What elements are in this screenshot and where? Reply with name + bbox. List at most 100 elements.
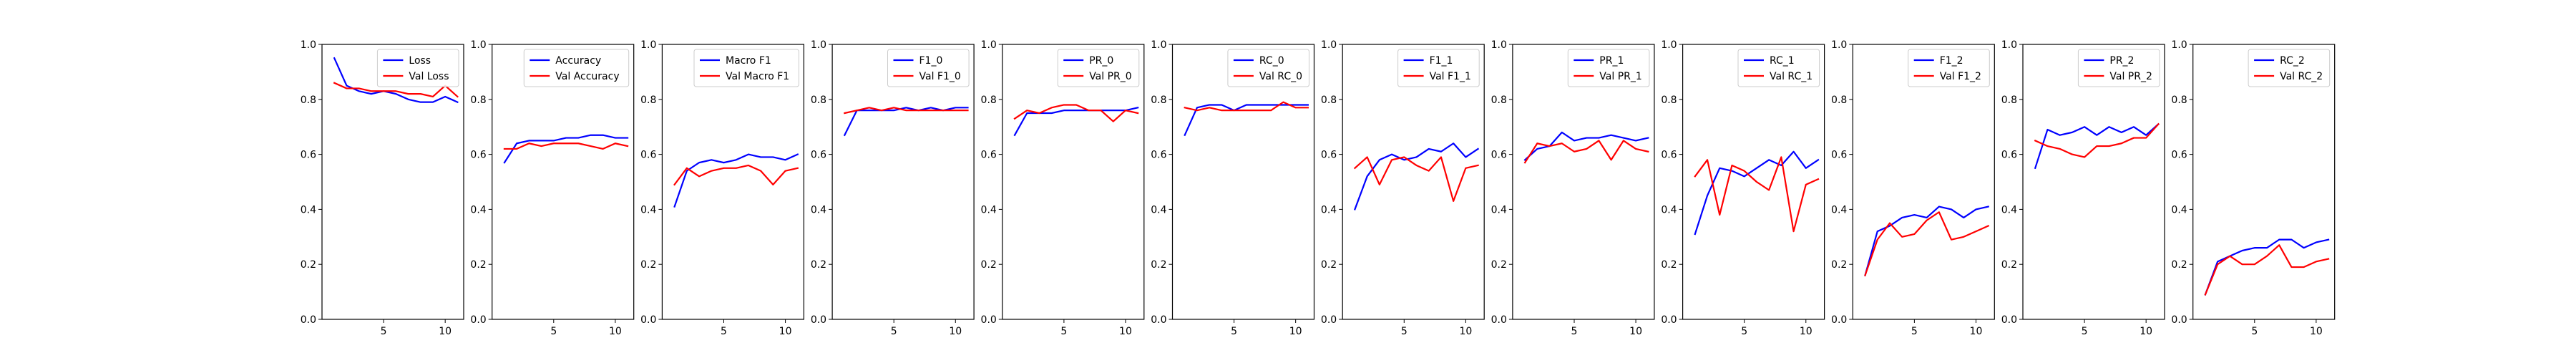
y-tick-label: 0.0: [1831, 314, 1847, 326]
y-tick-label: 0.0: [1151, 314, 1166, 326]
series-line-train: [1013, 107, 1139, 137]
y-tick-label: 0.6: [811, 150, 826, 161]
y-tick-label: 0.8: [1661, 95, 1677, 106]
y-tick-label: 0.4: [1661, 204, 1677, 216]
y-tick-label: 1.0: [2171, 39, 2187, 51]
y-tick-label: 0.4: [1491, 204, 1507, 216]
legend-label: Val PR_1: [1599, 71, 1642, 82]
axes-frame: [1342, 44, 1485, 320]
series-line-val: [1864, 211, 1990, 276]
x-tick-label: 10: [949, 326, 962, 337]
y-tick-label: 0.4: [301, 204, 316, 216]
series-line-val: [1523, 140, 1649, 164]
y-tick-label: 0.8: [470, 95, 486, 106]
y-tick-label: 0.6: [1491, 150, 1507, 161]
y-tick-label: 0.2: [2001, 259, 2017, 271]
subplot-10: 0.0 0.2 0.4 0.6 0.8 1.0 5 10 F1_2 Val F1_2: [1831, 39, 1995, 337]
series-line-val: [333, 82, 459, 98]
series-line-train: [673, 153, 799, 208]
y-tick-label: 0.4: [470, 204, 486, 216]
legend-label: Loss: [409, 55, 431, 67]
y-tick-label: 0.0: [1321, 314, 1337, 326]
y-tick-label: 0.4: [811, 204, 826, 216]
y-tick-label: 0.0: [1661, 314, 1677, 326]
y-tick-label: 0.8: [1151, 95, 1166, 106]
y-tick-label: 0.0: [2001, 314, 2017, 326]
legend-label: F1_0: [919, 55, 943, 67]
y-tick-label: 1.0: [1491, 39, 1507, 51]
series-line-val: [1353, 156, 1479, 202]
x-tick-label: 5: [1231, 326, 1237, 337]
legend: F1_1 Val F1_1: [1397, 49, 1480, 87]
axes-frame: [2022, 44, 2165, 320]
legend-label: RC_2: [2280, 55, 2305, 67]
x-tick-label: 5: [550, 326, 557, 337]
x-tick-label: 10: [2140, 326, 2152, 337]
x-tick-label: 10: [1119, 326, 1132, 337]
series-line-train: [333, 57, 459, 104]
y-tick-label: 1.0: [1321, 39, 1337, 51]
y-tick-label: 0.8: [981, 95, 997, 106]
y-tick-label: 0.2: [981, 259, 997, 271]
legend-label: Val F1_2: [1940, 71, 1981, 82]
y-tick-label: 0.2: [1831, 259, 1847, 271]
x-tick-label: 5: [2082, 326, 2088, 337]
legend-label: PR_0: [1089, 55, 1113, 67]
y-tick-label: 0.6: [470, 150, 486, 161]
x-tick-label: 10: [1629, 326, 1642, 337]
y-tick-label: 1.0: [981, 39, 997, 51]
series-line-val: [1184, 101, 1309, 112]
x-tick-label: 10: [1970, 326, 1983, 337]
legend-box: [693, 49, 799, 87]
series-line-val: [2034, 122, 2160, 158]
legend-label: F1_1: [1430, 55, 1453, 67]
series-line-val: [1694, 156, 1820, 233]
y-tick-label: 0.0: [1491, 314, 1507, 326]
subplot-5: 0.0 0.2 0.4 0.6 0.8 1.0 5 10 PR_0 Val PR_0: [981, 39, 1145, 337]
axes-frame: [2192, 44, 2336, 320]
y-tick-label: 0.0: [981, 314, 997, 326]
y-tick-label: 0.8: [1831, 95, 1847, 106]
x-tick-label: 10: [1289, 326, 1302, 337]
legend: Accuracy Val Accuracy: [523, 49, 630, 87]
y-tick-label: 0.2: [1151, 259, 1166, 271]
y-tick-label: 0.2: [811, 259, 826, 271]
x-tick-label: 5: [381, 326, 387, 337]
subplot-6: 0.0 0.2 0.4 0.6 0.8 1.0 5 10 RC_0 Val RC_0: [1151, 39, 1315, 337]
y-tick-label: 0.2: [640, 259, 656, 271]
y-tick-label: 0.8: [301, 95, 316, 106]
y-tick-label: 0.2: [1491, 259, 1507, 271]
legend-label: PR_2: [2109, 55, 2134, 67]
axes-frame: [1852, 44, 1995, 320]
y-tick-label: 0.2: [301, 259, 316, 271]
x-tick-label: 5: [891, 326, 897, 337]
legend-box: [523, 49, 630, 87]
y-tick-label: 0.4: [2001, 204, 2017, 216]
legend-label: RC_0: [1259, 55, 1284, 67]
y-tick-label: 1.0: [1831, 39, 1847, 51]
legend-label: RC_1: [1770, 55, 1795, 67]
y-tick-label: 0.0: [640, 314, 656, 326]
axes-frame: [1171, 44, 1315, 320]
series-line-train: [1523, 131, 1649, 161]
y-tick-label: 0.4: [1831, 204, 1847, 216]
legend-label: Val PR_2: [2109, 71, 2152, 82]
y-tick-label: 0.6: [2001, 150, 2017, 161]
x-tick-label: 5: [1401, 326, 1407, 337]
legend: F1_0 Val F1_0: [887, 49, 970, 87]
y-tick-label: 0.8: [2171, 95, 2187, 106]
series-line-train: [843, 107, 969, 137]
legend-box: [1057, 49, 1140, 87]
y-tick-label: 1.0: [2001, 39, 2017, 51]
y-tick-label: 0.8: [640, 95, 656, 106]
y-tick-label: 0.0: [470, 314, 486, 326]
x-tick-label: 10: [439, 326, 452, 337]
axes-frame: [831, 44, 975, 320]
series-line-train: [503, 134, 629, 164]
y-tick-label: 0.8: [1321, 95, 1337, 106]
x-tick-label: 5: [1571, 326, 1578, 337]
axes-frame: [492, 44, 635, 320]
x-tick-label: 5: [2251, 326, 2258, 337]
legend-label: Val F1_1: [1430, 71, 1471, 82]
